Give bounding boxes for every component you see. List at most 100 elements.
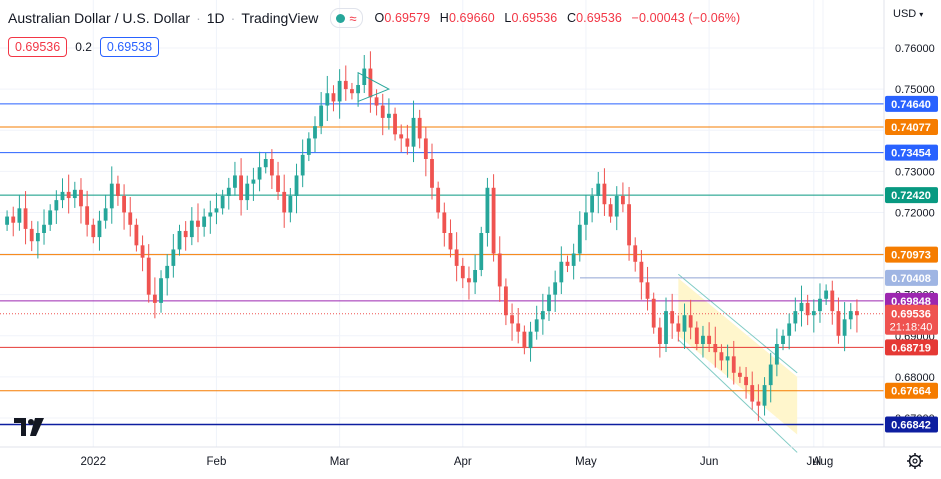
chart-header: Australian Dollar / U.S. Dollar · 1D · T… <box>8 8 746 28</box>
candle <box>202 208 207 237</box>
triangle-pattern[interactable] <box>357 71 391 103</box>
candle <box>750 371 755 410</box>
buy-price-button[interactable]: 0.69538 <box>99 37 160 57</box>
interval-label[interactable]: 1D <box>206 10 225 26</box>
candle <box>811 299 816 333</box>
price-tick-label: 0.72000 <box>895 207 935 219</box>
candle <box>639 250 644 300</box>
candle <box>313 116 317 153</box>
candle <box>417 109 422 149</box>
market-status-pill[interactable]: ≈ <box>330 8 363 28</box>
candle <box>830 280 835 325</box>
candle <box>91 218 96 244</box>
time-tick-label: Jul <box>806 456 821 468</box>
candle <box>171 234 176 278</box>
candle <box>522 325 527 355</box>
current-price-text: 0.69536 <box>891 309 931 321</box>
candle <box>731 340 736 385</box>
chart-grid <box>0 0 884 447</box>
candle <box>799 285 804 327</box>
candle <box>836 297 841 344</box>
candle <box>42 209 46 245</box>
candle <box>534 305 539 340</box>
candle <box>701 325 705 358</box>
level-tag-0.72420 <box>885 187 938 204</box>
price-level-tags: 0.74640 0.74077 0.73454 0.72420 0.70973 0.704… <box>885 95 938 433</box>
chevron-down-icon: ▾ <box>919 9 924 19</box>
candle <box>159 270 163 313</box>
candle <box>645 266 650 311</box>
candle <box>442 202 447 247</box>
level-tag-text: 0.66842 <box>891 419 931 431</box>
tradingview-logo-icon <box>14 418 44 436</box>
candle <box>565 255 570 273</box>
candle <box>781 329 785 351</box>
candle <box>319 91 324 135</box>
candle <box>146 244 151 303</box>
candle <box>97 210 102 251</box>
time-tick-label: 2022 <box>80 456 106 468</box>
candle <box>5 210 9 231</box>
channel-fill <box>678 278 798 435</box>
candle <box>676 315 681 342</box>
level-tag-text: 0.74077 <box>891 122 931 134</box>
candle <box>60 178 65 209</box>
level-tag-text: 0.73454 <box>891 148 932 160</box>
settings-gear-icon[interactable] <box>907 453 923 469</box>
candle <box>183 221 188 251</box>
candle <box>54 190 59 224</box>
candle <box>233 161 237 196</box>
candle <box>85 190 90 237</box>
channel-lower-line <box>677 339 798 453</box>
separator: · <box>230 10 236 26</box>
candle <box>694 321 699 351</box>
level-tag-text: 0.72420 <box>891 190 931 202</box>
currency-label: USD <box>893 8 917 20</box>
candle <box>547 286 551 321</box>
candle <box>590 187 595 223</box>
candle <box>48 204 53 231</box>
candle <box>793 297 798 332</box>
candle <box>226 177 231 210</box>
candle <box>842 302 847 352</box>
candle <box>682 303 687 349</box>
candle <box>362 54 367 94</box>
candle <box>571 243 576 280</box>
candle <box>584 195 588 241</box>
candle <box>269 149 274 190</box>
candle <box>614 186 619 231</box>
level-tag-text: 0.67664 <box>891 386 932 398</box>
time-tick-label: Jun <box>700 456 719 468</box>
candle <box>848 303 853 330</box>
candle <box>664 297 668 353</box>
level-tag-0.68719 <box>885 339 938 356</box>
candle <box>744 367 748 399</box>
candle <box>553 270 558 312</box>
candle <box>688 299 693 340</box>
candle <box>762 377 767 416</box>
low-value: 0.69536 <box>511 11 558 25</box>
currency-selector[interactable]: USD ▾ <box>893 8 923 20</box>
candle <box>430 143 434 200</box>
candle <box>768 352 773 403</box>
candle <box>460 257 465 289</box>
symbol-title[interactable]: Australian Dollar / U.S. Dollar <box>8 10 191 26</box>
candle <box>343 65 348 101</box>
candle <box>66 174 71 214</box>
change-value: −0.00043 (−0.06%) <box>631 11 741 25</box>
sell-price-button[interactable]: 0.69536 <box>8 37 68 57</box>
candle <box>503 278 508 326</box>
level-tag-0.66842 <box>885 416 938 433</box>
candle <box>620 182 625 213</box>
chart-overlays <box>357 71 391 103</box>
time-tick-label: Apr <box>454 456 472 468</box>
level-tag-0.74077 <box>885 119 938 136</box>
candle <box>288 187 293 223</box>
candle <box>713 326 718 368</box>
candle <box>657 317 662 358</box>
spread-value: 0.2 <box>75 40 92 54</box>
candle <box>448 219 453 258</box>
price-tick-label: 0.75000 <box>895 84 935 96</box>
